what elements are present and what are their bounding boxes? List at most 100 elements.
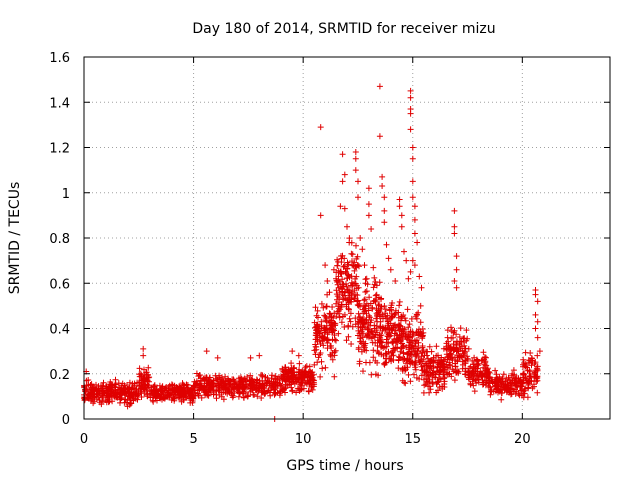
data-point — [532, 325, 539, 332]
data-point — [415, 309, 422, 316]
data-point — [374, 311, 381, 318]
data-point — [289, 348, 296, 355]
data-point — [453, 284, 460, 291]
data-point — [371, 281, 378, 288]
data-point — [327, 351, 334, 358]
data-point — [103, 385, 110, 391]
data-point — [466, 368, 472, 375]
data-point — [411, 262, 418, 269]
data-point — [168, 386, 175, 393]
data-point — [137, 388, 144, 395]
data-point — [479, 377, 486, 383]
data-point — [236, 384, 243, 390]
data-point — [406, 321, 413, 328]
data-point — [444, 354, 451, 361]
x-tick-label: 15 — [404, 432, 421, 447]
data-point — [493, 386, 500, 393]
data-point — [368, 317, 375, 324]
data-point — [343, 275, 350, 282]
data-point — [316, 337, 323, 344]
data-point — [353, 242, 359, 249]
data-point — [439, 364, 446, 371]
grid-lines — [84, 57, 610, 419]
data-point — [346, 315, 353, 322]
data-point — [430, 359, 437, 366]
data-point — [362, 324, 369, 331]
data-point — [360, 343, 367, 350]
data-point — [192, 382, 199, 389]
data-point — [174, 388, 181, 395]
data-point — [373, 315, 380, 322]
data-point — [352, 155, 359, 162]
data-point — [380, 345, 387, 351]
data-point — [396, 196, 403, 203]
data-point — [91, 394, 98, 401]
data-point — [138, 377, 145, 384]
data-point — [96, 388, 103, 395]
data-point — [418, 284, 425, 291]
data-point — [520, 363, 526, 370]
data-point — [403, 360, 409, 367]
data-point — [414, 345, 420, 352]
data-point — [467, 380, 474, 387]
data-point — [372, 278, 379, 285]
data-point — [335, 330, 342, 337]
data-point — [487, 374, 494, 381]
data-point — [534, 389, 541, 396]
data-point — [434, 378, 441, 385]
data-point — [374, 329, 381, 336]
data-point — [282, 364, 289, 371]
data-point — [294, 385, 301, 392]
data-point — [426, 358, 433, 365]
data-point — [357, 314, 364, 321]
data-point — [502, 378, 509, 385]
data-point — [444, 327, 451, 334]
data-point — [357, 235, 364, 241]
data-point — [385, 340, 392, 347]
data-point — [532, 291, 539, 298]
data-point — [407, 110, 414, 117]
data-point — [411, 338, 418, 345]
data-point — [144, 378, 151, 385]
data-point — [478, 372, 484, 379]
data-point — [376, 83, 383, 90]
data-point — [427, 370, 434, 377]
data-point — [329, 323, 336, 330]
data-point — [333, 337, 339, 344]
data-point — [140, 345, 147, 352]
data-point — [229, 394, 236, 401]
data-point — [426, 383, 433, 390]
data-point — [421, 382, 428, 389]
data-point — [407, 87, 414, 94]
data-point — [341, 324, 348, 330]
data-point — [129, 380, 136, 387]
data-point — [237, 374, 244, 381]
data-point — [93, 381, 99, 388]
data-point — [398, 223, 405, 230]
data-point — [296, 360, 303, 367]
data-point — [122, 396, 129, 403]
data-point — [311, 347, 318, 354]
data-point — [124, 382, 130, 388]
data-point — [278, 382, 285, 389]
data-point — [401, 315, 408, 322]
data-point — [347, 318, 354, 325]
data-point — [154, 397, 160, 404]
data-point — [182, 393, 189, 400]
data-point — [402, 317, 409, 324]
data-point — [274, 389, 281, 396]
data-point — [433, 368, 440, 375]
data-point — [480, 349, 487, 356]
data-point — [534, 298, 541, 305]
data-point — [453, 253, 460, 260]
data-point — [271, 381, 278, 388]
data-point — [384, 333, 391, 340]
data-point — [534, 366, 541, 373]
data-point — [378, 313, 384, 319]
data-point — [318, 300, 325, 307]
data-point — [448, 355, 454, 362]
data-point — [361, 319, 368, 326]
data-point — [141, 386, 148, 393]
data-point — [309, 386, 316, 393]
data-point — [426, 343, 433, 350]
